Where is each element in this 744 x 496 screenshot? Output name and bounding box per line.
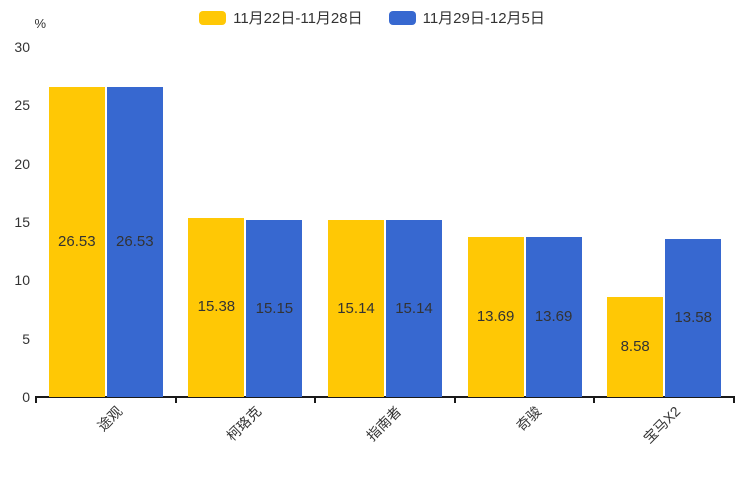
y-tick-label: 10 — [14, 272, 30, 289]
x-axis-tick — [733, 398, 735, 403]
y-tick-label: 15 — [14, 214, 30, 230]
bar-week2 — [665, 238, 722, 397]
bar-week1 — [48, 87, 105, 397]
bar-week2 — [246, 220, 303, 397]
bar-value-label: 13.58 — [674, 308, 712, 326]
x-category-label: 指南者 — [363, 403, 405, 445]
bar-value-label: 15.15 — [255, 299, 294, 317]
x-axis-tick — [593, 398, 596, 403]
x-category-label: 途观 — [94, 403, 126, 435]
x-category-label: 奇骏 — [512, 403, 544, 435]
y-tick-label: 0 — [22, 389, 30, 405]
x-category-label: 柯珞克 — [223, 403, 265, 445]
x-axis-tick — [314, 398, 317, 403]
legend-swatch-week2 — [388, 10, 416, 25]
y-tick-label: 30 — [14, 39, 30, 55]
bar-value-label: 15.14 — [395, 299, 433, 317]
bar-week2 — [106, 87, 163, 397]
bar-value-label: 26.53 — [58, 233, 96, 251]
x-axis-tick — [453, 398, 456, 403]
bar-week2 — [386, 220, 442, 397]
x-category-label: 宝马X2 — [640, 403, 684, 447]
bar-value-label: 13.69 — [476, 308, 515, 326]
legend-item-week1: 11月22日-11月28日 — [199, 7, 363, 28]
legend-label-week2: 11月29日-12月5日 — [422, 10, 545, 27]
bar-value-label: 8.58 — [620, 337, 650, 355]
y-tick-label: 25 — [14, 97, 30, 114]
x-axis-line — [35, 396, 735, 398]
bar-week1 — [188, 217, 245, 397]
legend-item-week2: 11月29日-12月5日 — [388, 7, 545, 28]
legend: 11月22日-11月28日 11月29日-12月5日 — [0, 7, 744, 28]
y-axis-unit-label: % — [34, 16, 46, 31]
bar-week1 — [607, 296, 664, 397]
bar-week1 — [328, 220, 384, 397]
bar-value-label: 15.14 — [337, 299, 375, 317]
bar-value-label: 26.53 — [116, 233, 154, 251]
legend-swatch-week1 — [199, 10, 227, 25]
bar-value-label: 13.69 — [534, 308, 573, 326]
y-tick-label: 5 — [22, 330, 30, 347]
y-tick-label: 20 — [14, 155, 30, 172]
bar-week1 — [467, 237, 524, 397]
bar-value-label: 15.38 — [197, 298, 236, 316]
x-axis-tick — [174, 398, 177, 403]
bar-week2 — [525, 237, 582, 397]
legend-label-week1: 11月22日-11月28日 — [233, 10, 363, 27]
x-axis-tick — [35, 398, 37, 403]
